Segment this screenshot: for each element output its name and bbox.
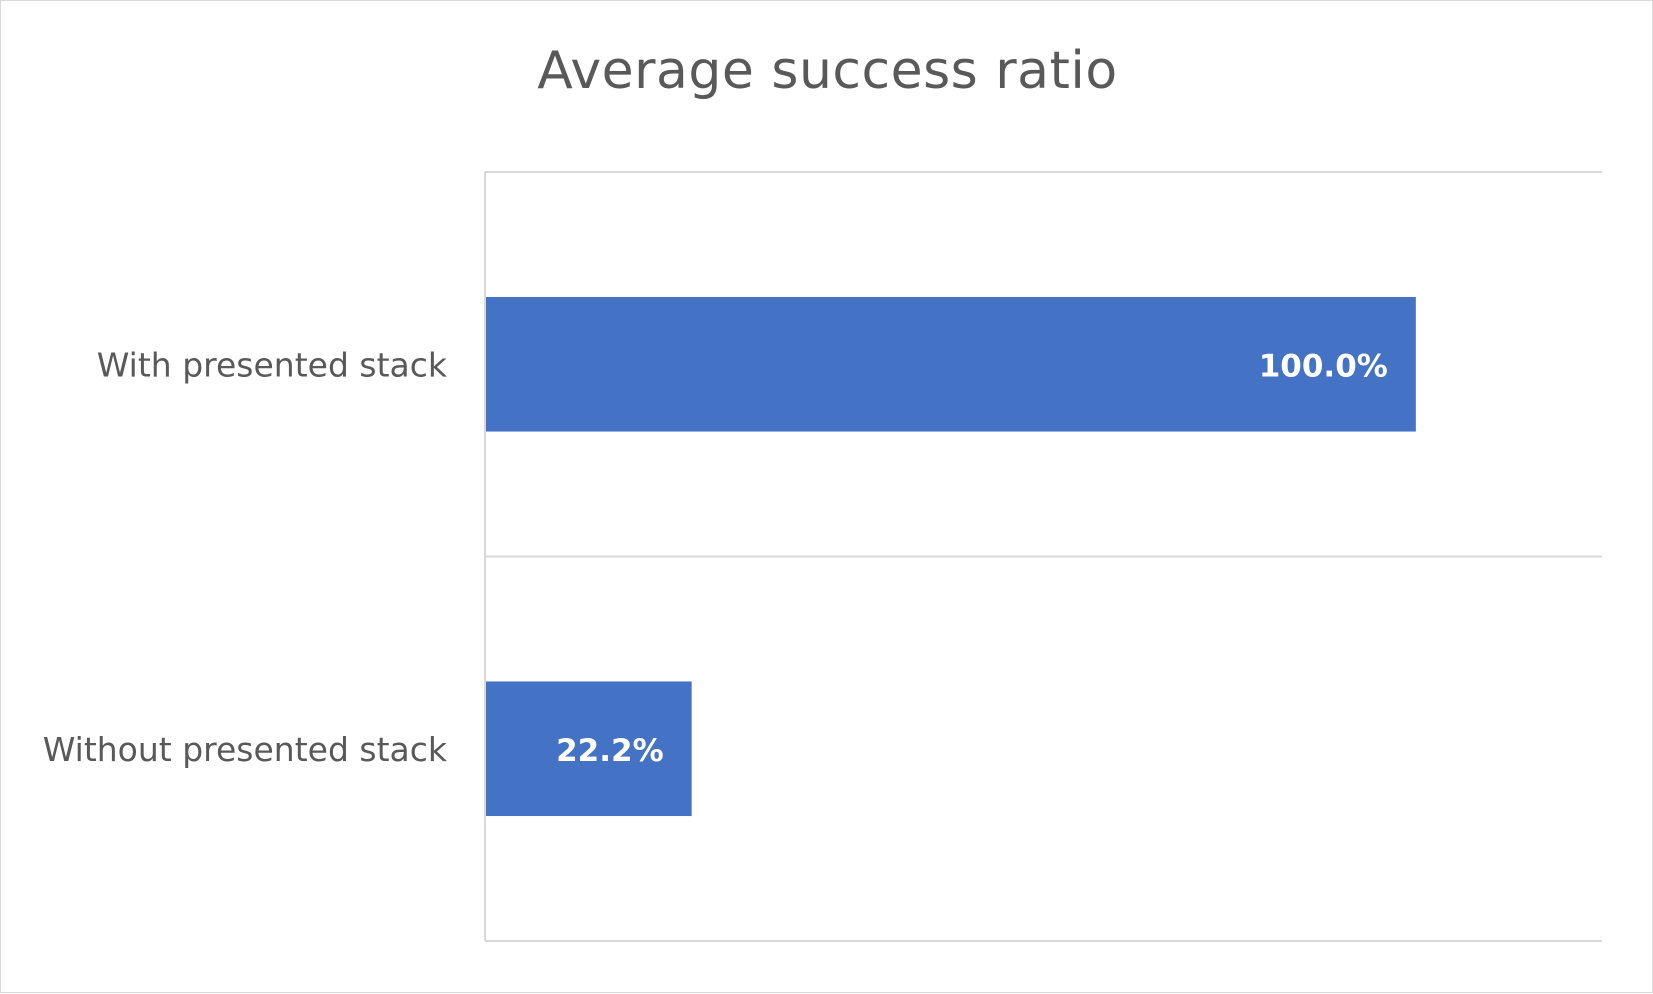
data-label: 22.2% [556,733,664,769]
data-label: 100.0% [1259,348,1388,384]
category-label: Without presented stack [43,730,448,769]
bar [486,296,1416,432]
category-label: With presented stack [97,345,448,384]
bar [486,681,692,817]
chart-title: Average success ratio [537,41,1118,101]
